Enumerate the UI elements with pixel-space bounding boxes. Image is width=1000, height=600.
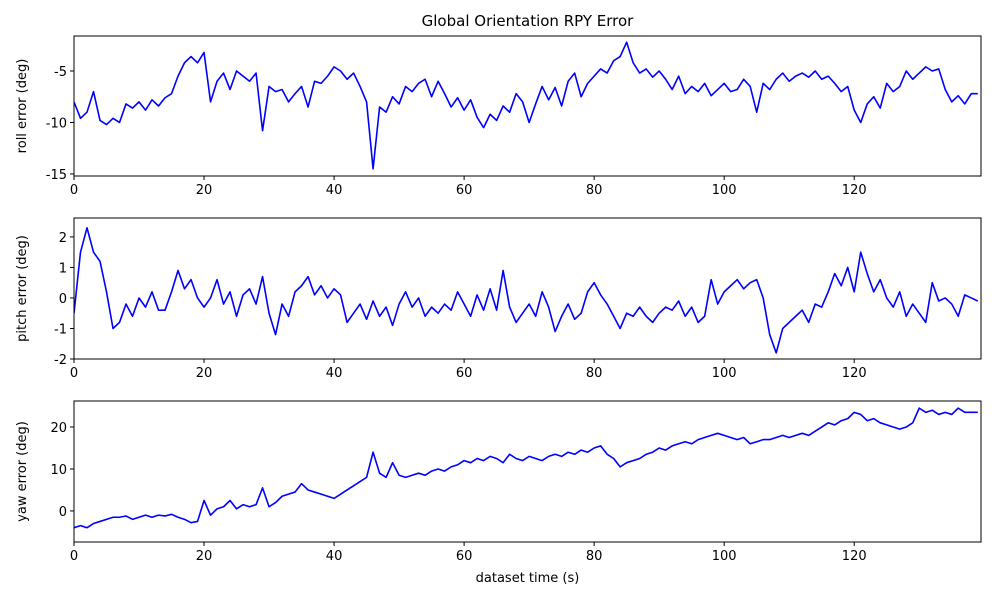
x-tick-label: 0 bbox=[70, 183, 78, 198]
x-tick-label: 80 bbox=[586, 183, 603, 198]
x-tick-label: 0 bbox=[70, 366, 78, 381]
y-tick-label: 0 bbox=[59, 292, 67, 307]
x-tick-label: 40 bbox=[326, 366, 343, 381]
plot-area bbox=[74, 41, 978, 170]
x-tick-label: 60 bbox=[456, 183, 473, 198]
line-series bbox=[74, 407, 978, 529]
x-tick-label: 40 bbox=[326, 549, 343, 564]
x-tick-label: 40 bbox=[326, 183, 343, 198]
plot-area bbox=[74, 226, 979, 354]
y-tick-label: -15 bbox=[46, 168, 67, 183]
y-tick-label: 10 bbox=[50, 463, 67, 478]
y-tick-label: 0 bbox=[59, 505, 67, 520]
y-tick-label: -10 bbox=[46, 116, 67, 131]
x-tick-label: 80 bbox=[586, 549, 603, 564]
x-tick-label: 100 bbox=[712, 183, 737, 198]
x-tick-label: 0 bbox=[70, 549, 78, 564]
x-tick-label: 20 bbox=[196, 183, 213, 198]
y-tick-label: 20 bbox=[50, 421, 67, 436]
x-tick-label: 120 bbox=[842, 183, 867, 198]
y-axis-label: roll error (deg) bbox=[15, 59, 30, 154]
line-series bbox=[74, 41, 978, 170]
x-tick-label: 20 bbox=[196, 366, 213, 381]
y-tick-label: -5 bbox=[54, 65, 67, 80]
x-tick-label: 20 bbox=[196, 549, 213, 564]
y-tick-label: 1 bbox=[59, 261, 67, 276]
x-axis-label: dataset time (s) bbox=[476, 571, 580, 586]
line-series bbox=[74, 226, 979, 354]
y-axis-label: yaw error (deg) bbox=[15, 421, 30, 522]
y-tick-label: -1 bbox=[54, 322, 67, 337]
chart-title: Global Orientation RPY Error bbox=[422, 12, 635, 30]
axes-frame bbox=[73, 35, 982, 177]
x-tick-label: 100 bbox=[712, 549, 737, 564]
y-axis-label: pitch error (deg) bbox=[15, 235, 30, 342]
x-tick-label: 60 bbox=[456, 366, 473, 381]
y-tick-label: -2 bbox=[54, 353, 67, 368]
x-tick-label: 60 bbox=[456, 549, 473, 564]
x-tick-label: 120 bbox=[842, 366, 867, 381]
x-tick-label: 80 bbox=[586, 366, 603, 381]
axes-frame bbox=[73, 400, 982, 543]
plot-area bbox=[74, 407, 978, 529]
y-tick-label: 2 bbox=[59, 231, 67, 246]
x-tick-label: 120 bbox=[842, 549, 867, 564]
x-tick-label: 100 bbox=[712, 366, 737, 381]
axes-frame bbox=[73, 217, 982, 360]
